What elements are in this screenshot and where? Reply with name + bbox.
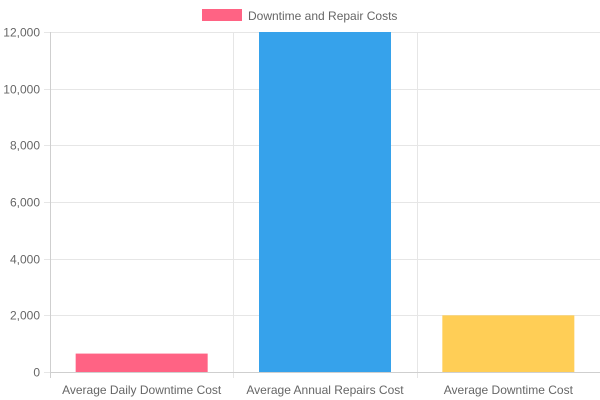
y-tick-label: 0 xyxy=(33,366,40,380)
x-tick-label: Average Annual Repairs Cost xyxy=(246,383,404,397)
y-tick-label: 8,000 xyxy=(10,139,40,153)
x-tick-label: Average Daily Downtime Cost xyxy=(62,383,222,397)
legend-swatch xyxy=(202,9,242,21)
bar[interactable] xyxy=(259,32,391,372)
x-tick-label: Average Downtime Cost xyxy=(444,383,574,397)
y-tick-label: 4,000 xyxy=(10,253,40,267)
y-axis-ticks: 0 2,000 4,000 6,000 8,000 10,000 12,000 xyxy=(3,26,40,380)
y-tick-label: 6,000 xyxy=(10,196,40,210)
y-tick-label: 12,000 xyxy=(3,26,40,40)
legend-label-downtime-and-repair-costs: Downtime and Repair Costs xyxy=(248,9,397,23)
x-axis-ticks: Average Daily Downtime Cost Average Annua… xyxy=(62,383,574,397)
bar[interactable] xyxy=(75,353,208,372)
y-tick-label: 2,000 xyxy=(10,309,40,323)
legend[interactable]: Downtime and Repair Costs xyxy=(202,9,397,23)
y-tick-label: 10,000 xyxy=(3,83,40,97)
bars xyxy=(75,32,575,372)
bar[interactable] xyxy=(442,315,575,372)
